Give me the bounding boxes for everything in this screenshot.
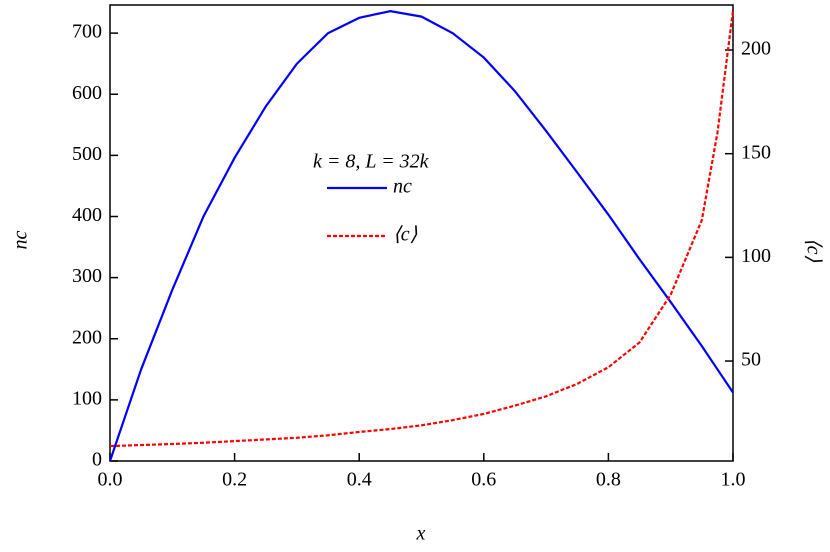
y-tick-label: 600 [72, 82, 102, 104]
y-tick-label: 0 [92, 449, 102, 471]
x-tick-label: 0.8 [596, 469, 621, 491]
x-tick-label: 0.0 [98, 469, 123, 491]
y-tick-label: 500 [72, 143, 102, 165]
plot-frame [109, 4, 734, 462]
series-line [108, 9, 734, 462]
x-tick-label: 0.6 [471, 469, 496, 491]
y-axis-label: nc [10, 230, 32, 249]
x-tick-label: 1.0 [721, 469, 746, 491]
y2-axis-label: ⟨c⟩ [802, 238, 824, 263]
y2-tick-label: 100 [741, 245, 771, 267]
x-tick-label: 0.4 [347, 469, 372, 491]
x-tick-label: 0.2 [222, 469, 247, 491]
y-tick-label: 100 [72, 387, 102, 409]
series-line [109, 10, 735, 448]
y2-tick-label: 50 [741, 349, 761, 371]
legend-label: ⟨c⟩ [393, 224, 418, 246]
y-tick-label: 700 [72, 21, 102, 43]
x-axis-label: x [416, 523, 426, 545]
legend-label: nc [393, 176, 412, 198]
annotation: k = 8, L = 32k [313, 151, 430, 173]
y2-tick-label: 200 [741, 38, 771, 60]
y-tick-label: 200 [72, 326, 102, 348]
y-tick-label: 300 [72, 265, 102, 287]
y-tick-label: 400 [72, 204, 102, 226]
y2-tick-label: 150 [741, 141, 771, 163]
